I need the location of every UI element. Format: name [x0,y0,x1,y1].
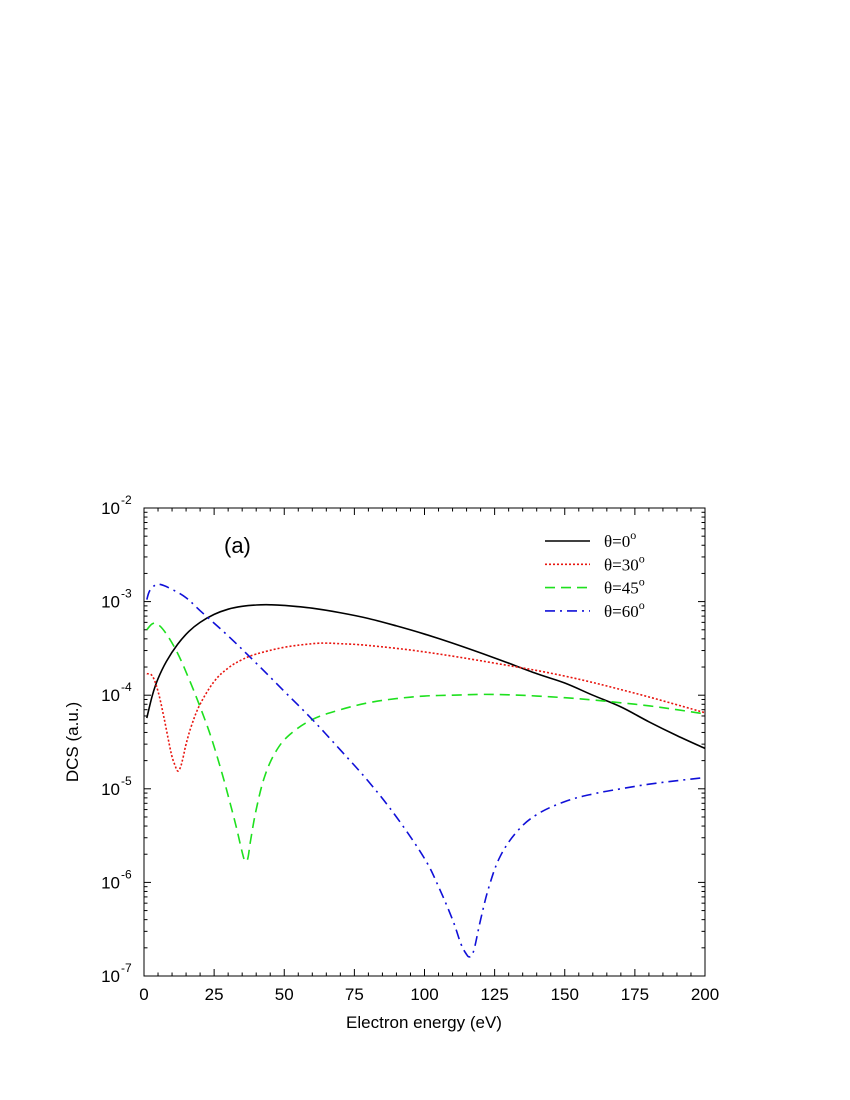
x-tick-label: 25 [205,985,224,1004]
y-tick-label-exponent: -2 [121,493,132,507]
x-tick-label: 0 [139,985,148,1004]
x-axis: 0 25 50 75 100 125 150 175 200 [139,508,719,1004]
legend-label-degree: o [639,551,645,565]
legend-label-text: θ=60 [604,602,639,621]
x-tick-label: 125 [480,985,508,1004]
legend-label-2: θ=45o [604,575,645,598]
y-tick-label-exponent: -7 [121,961,132,975]
legend-label-3: θ=60o [604,598,645,621]
series-line-3 [146,583,706,958]
legend-label-text: θ=45 [604,579,639,598]
y-tick-label-base: 10 [101,499,120,518]
y-axis-title: DCS (a.u.) [63,702,82,782]
legend-label-text: θ=0 [604,532,630,551]
y-tick-label-base: 10 [101,686,120,705]
y-axis: 10-710-610-510-410-310-2 [101,493,705,986]
x-tick-label: 100 [410,985,438,1004]
y-tick-label-exponent: -4 [121,680,132,694]
y-tick-label-exponent: -3 [121,587,132,601]
legend-label-0: θ=0o [604,528,636,551]
x-tick-label: 75 [345,985,364,1004]
legend-label-text: θ=30 [604,555,639,574]
y-tick-label-base: 10 [101,873,120,892]
y-tick-label-base: 10 [101,967,120,986]
series-layer [146,583,706,958]
x-tick-label: 175 [621,985,649,1004]
x-axis-title: Electron energy (eV) [346,1013,502,1032]
legend-label-degree: o [630,528,636,542]
legend-label-degree: o [639,575,645,589]
series-line-1 [146,642,706,772]
panel-label: (a) [224,533,251,558]
y-tick-label-exponent: -6 [121,867,132,881]
x-tick-label: 50 [275,985,294,1004]
legend-label-degree: o [639,598,645,612]
series-line-2 [146,622,706,863]
y-tick-label-base: 10 [101,593,120,612]
y-tick-label-exponent: -5 [121,774,132,788]
series-line-0 [146,603,706,750]
legend-label-1: θ=30o [604,551,645,574]
x-tick-label: 200 [691,985,719,1004]
x-tick-label: 150 [551,985,579,1004]
y-tick-label-base: 10 [101,780,120,799]
